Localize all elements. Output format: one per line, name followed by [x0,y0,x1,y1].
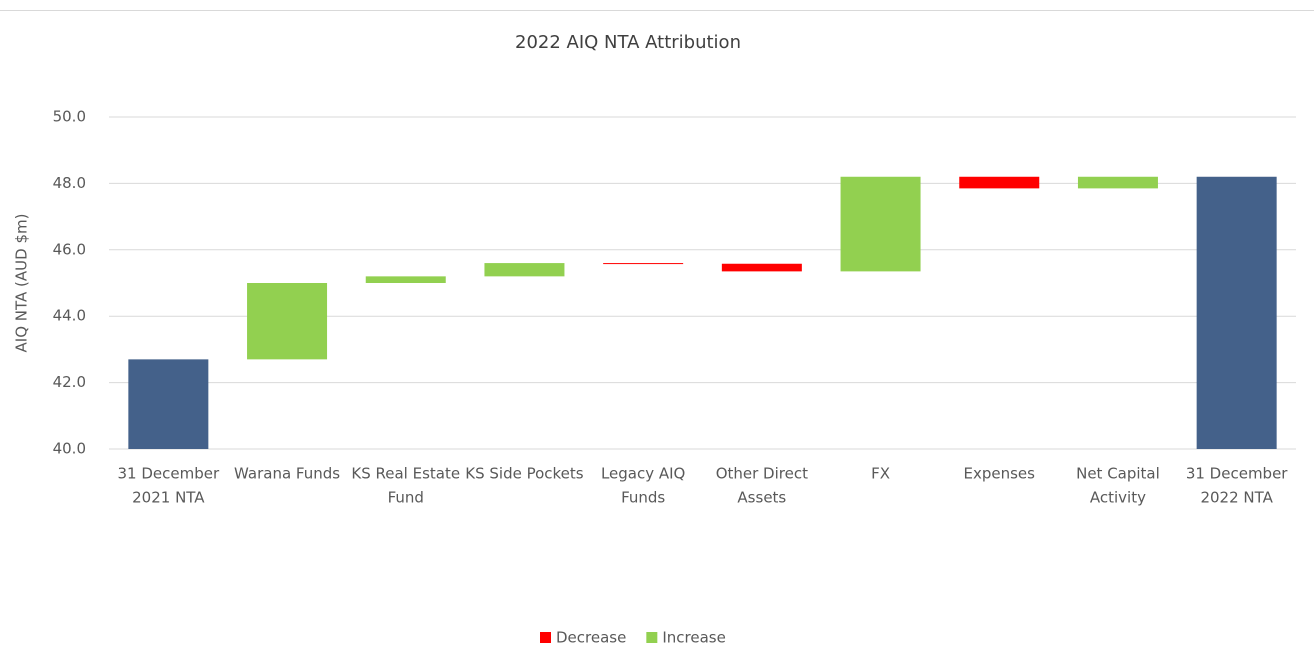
x-tick-label: Expenses [964,465,1036,483]
x-tick-label: Activity [1090,489,1146,507]
x-tick-label: 31 December [118,465,220,483]
x-tick-label: Funds [621,489,665,507]
x-tick-label: Legacy AIQ [601,465,685,483]
bar [721,263,802,272]
x-tick-label: KS Real Estate [351,465,460,483]
x-tick-label: Other Direct [716,465,808,483]
x-tick-label: FX [871,465,890,483]
bar [1196,176,1277,449]
x-tick-label: Assets [737,489,786,507]
legend-swatch [540,632,551,643]
y-tick-label: 50.0 [53,108,86,126]
bar [484,263,565,277]
legend-swatch [646,632,658,643]
x-tick-label: KS Side Pockets [465,465,584,483]
y-tick-label: 48.0 [53,174,86,192]
bar [247,283,328,360]
bar [959,176,1040,189]
chart-title: 2022 AIQ NTA Attribution [515,32,741,53]
x-tick-label: Warana Funds [234,465,340,483]
x-tick-label: Net Capital [1076,465,1160,483]
bar [365,276,446,283]
bar [840,176,921,272]
x-tick-label: 31 December [1186,465,1288,483]
y-axis-title: AIQ NTA (AUD $m) [13,214,31,353]
y-tick-label: 40.0 [53,440,86,458]
x-tick-label: Fund [388,489,424,507]
bar [1077,176,1158,189]
legend-label: Decrease [556,629,626,647]
y-tick-label: 42.0 [53,373,86,391]
x-tick-label: 2021 NTA [132,489,205,507]
y-tick-label: 46.0 [53,240,86,258]
y-tick-label: 44.0 [53,307,86,325]
x-tick-label: 2022 NTA [1200,489,1273,507]
legend-label: Increase [662,629,725,647]
bar [603,263,684,265]
bar [128,359,209,449]
